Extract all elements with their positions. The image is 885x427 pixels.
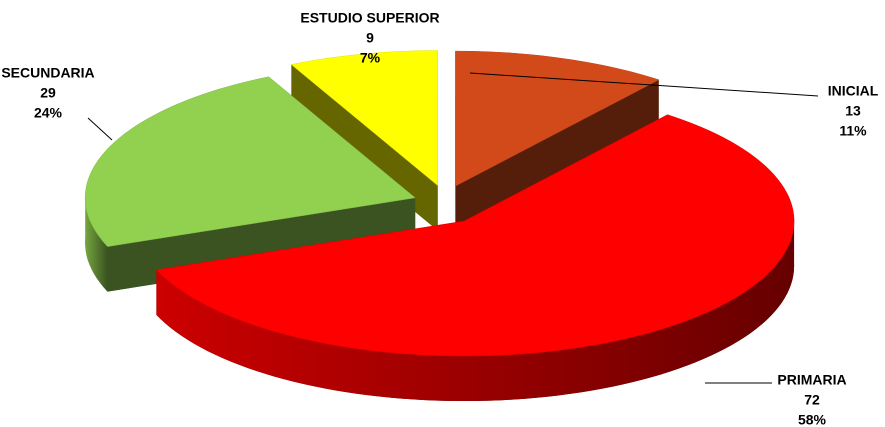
category-label: ESTUDIO SUPERIOR — [300, 10, 439, 26]
labels: INICIAL 13 11% PRIMARIA 72 58% SECUNDARIA 29 24%… — [1, 10, 878, 427]
pie-slice — [84, 76, 416, 247]
pie-slice — [290, 50, 438, 187]
pie — [84, 50, 795, 401]
pie-slice — [155, 114, 795, 357]
category-label: INICIAL — [828, 83, 879, 99]
slice-side — [455, 79, 659, 232]
value-label: 9 — [366, 30, 374, 46]
pie-slice — [455, 50, 660, 187]
value-label: 72 — [804, 392, 820, 408]
category-label: PRIMARIA — [777, 372, 846, 388]
percent-label: 11% — [839, 123, 867, 139]
value-label: 13 — [845, 103, 861, 119]
value-label: 29 — [40, 85, 56, 101]
leader-line — [87, 117, 113, 141]
slice-wall — [156, 221, 795, 401]
percent-label: 7% — [360, 50, 381, 66]
percent-label: 24% — [34, 105, 63, 121]
slice-wall — [85, 197, 108, 292]
category-label: SECUNDARIA — [1, 65, 94, 81]
percent-label: 58% — [798, 412, 827, 427]
leader-line — [469, 72, 819, 97]
